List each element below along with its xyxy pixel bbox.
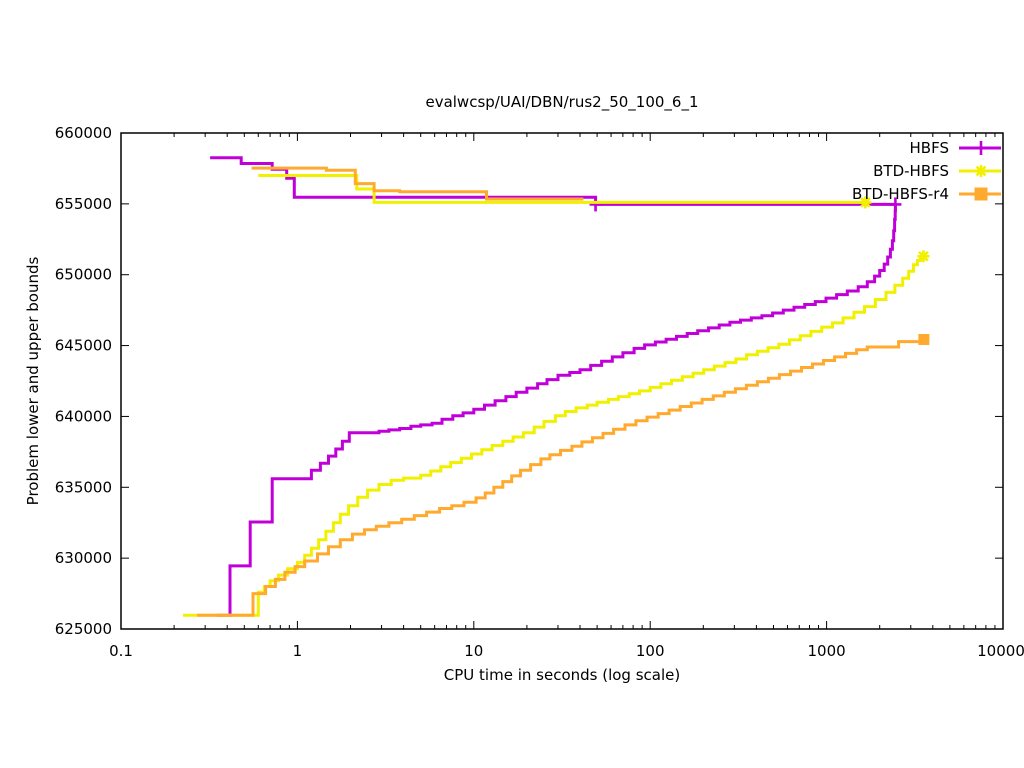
series-HBFS	[210, 156, 902, 617]
y-tick-label: 625000	[55, 620, 112, 638]
legend-swatch-btd-hbfs	[959, 164, 1001, 177]
x-tick-label: 0.1	[109, 642, 133, 660]
x-tick-label: 10	[464, 642, 483, 660]
series-marker-star	[859, 196, 872, 209]
x-axis-label: CPU time in seconds (log scale)	[443, 666, 681, 684]
chart-title: evalwcsp/UAI/DBN/rus2_50_100_6_1	[425, 93, 699, 111]
legend-marker-square	[974, 187, 988, 200]
series-BTD-HBFS	[183, 174, 930, 617]
series-marker-plus	[889, 197, 902, 212]
legend-marker-star	[975, 164, 987, 177]
y-tick-label: 630000	[55, 549, 112, 567]
plot-border	[120, 132, 1004, 630]
x-tick-label: 10000	[977, 642, 1024, 660]
series-BTD-HBFS-r4	[197, 166, 930, 617]
y-tick-label: 655000	[55, 195, 112, 213]
series-marker-square	[918, 333, 930, 345]
series-BTD-HBFS-lower-line	[183, 256, 925, 617]
y-axis-label: Problem lower and upper bounds	[24, 256, 42, 506]
legend-label-btd-hbfs: BTD-HBFS	[873, 161, 949, 180]
legend-swatch-btd-hbfs-r4	[959, 187, 1001, 200]
y-tick-label: 650000	[55, 266, 112, 284]
series-marker-star	[917, 250, 930, 263]
x-tick-label: 100	[636, 642, 665, 660]
y-tick-label: 640000	[55, 407, 112, 425]
legend-label-btd-hbfs-r4: BTD-HBFS-r4	[852, 184, 949, 203]
axis-ticks	[120, 132, 1004, 630]
legend-row-btd-hbfs-r4: BTD-HBFS-r4	[852, 182, 1003, 205]
x-tick-label: 1000	[808, 642, 846, 660]
series-BTD-HBFS-upper-line	[258, 174, 866, 204]
y-tick-label: 660000	[55, 124, 112, 142]
series-HBFS-upper-line	[210, 156, 896, 206]
x-tick-label: 1	[293, 642, 303, 660]
y-tick-label: 645000	[55, 337, 112, 355]
legend: HBFS BTD-HBFS BTD-HBFS-r4	[852, 136, 1003, 205]
legend-row-hbfs: HBFS	[852, 136, 1003, 159]
series-BTD-HBFS-r4-lower-line	[197, 339, 926, 617]
series-HBFS-lower-line	[217, 204, 897, 617]
series-marker-plus	[589, 197, 602, 212]
series-BTD-HBFS-r4-upper-line	[251, 166, 584, 201]
legend-swatch-hbfs	[959, 140, 1001, 155]
legend-marker-plus	[975, 140, 987, 155]
y-tick-label: 635000	[55, 478, 112, 496]
legend-row-btd-hbfs: BTD-HBFS	[852, 159, 1003, 182]
legend-label-hbfs: HBFS	[909, 138, 949, 157]
